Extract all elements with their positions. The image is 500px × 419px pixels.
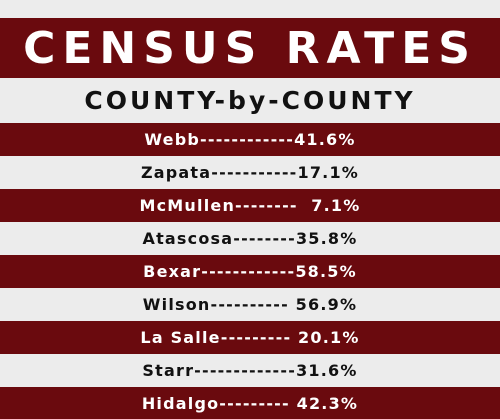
rate-text: Atascosa--------35.8%	[142, 229, 358, 248]
title: CENSUS RATES	[23, 22, 477, 74]
rate-text: Wilson---------- 56.9%	[142, 295, 358, 314]
subtitle-band: COUNTY-by-COUNTY	[0, 78, 500, 123]
rate-row: Webb------------41.6%	[0, 123, 500, 156]
rate-row: Zapata-----------17.1%	[0, 156, 500, 189]
rate-row: McMullen-------- 7.1%	[0, 189, 500, 222]
rate-row: Wilson---------- 56.9%	[0, 288, 500, 321]
rate-text: McMullen-------- 7.1%	[139, 196, 361, 215]
rate-row: Starr-------------31.6%	[0, 354, 500, 387]
rate-row: Atascosa--------35.8%	[0, 222, 500, 255]
rate-text: Hidalgo--------- 42.3%	[141, 394, 359, 413]
rate-text: Starr-------------31.6%	[142, 361, 358, 380]
title-band: CENSUS RATES	[0, 18, 500, 78]
rate-text: Bexar------------58.5%	[143, 262, 357, 281]
rate-row: Hidalgo--------- 42.3%	[0, 387, 500, 419]
rate-text: Webb------------41.6%	[144, 130, 356, 149]
rate-text: La Salle--------- 20.1%	[140, 328, 360, 347]
rate-row: La Salle--------- 20.1%	[0, 321, 500, 354]
subtitle: COUNTY-by-COUNTY	[84, 86, 416, 115]
rate-row: Bexar------------58.5%	[0, 255, 500, 288]
rate-text: Zapata-----------17.1%	[140, 163, 360, 182]
